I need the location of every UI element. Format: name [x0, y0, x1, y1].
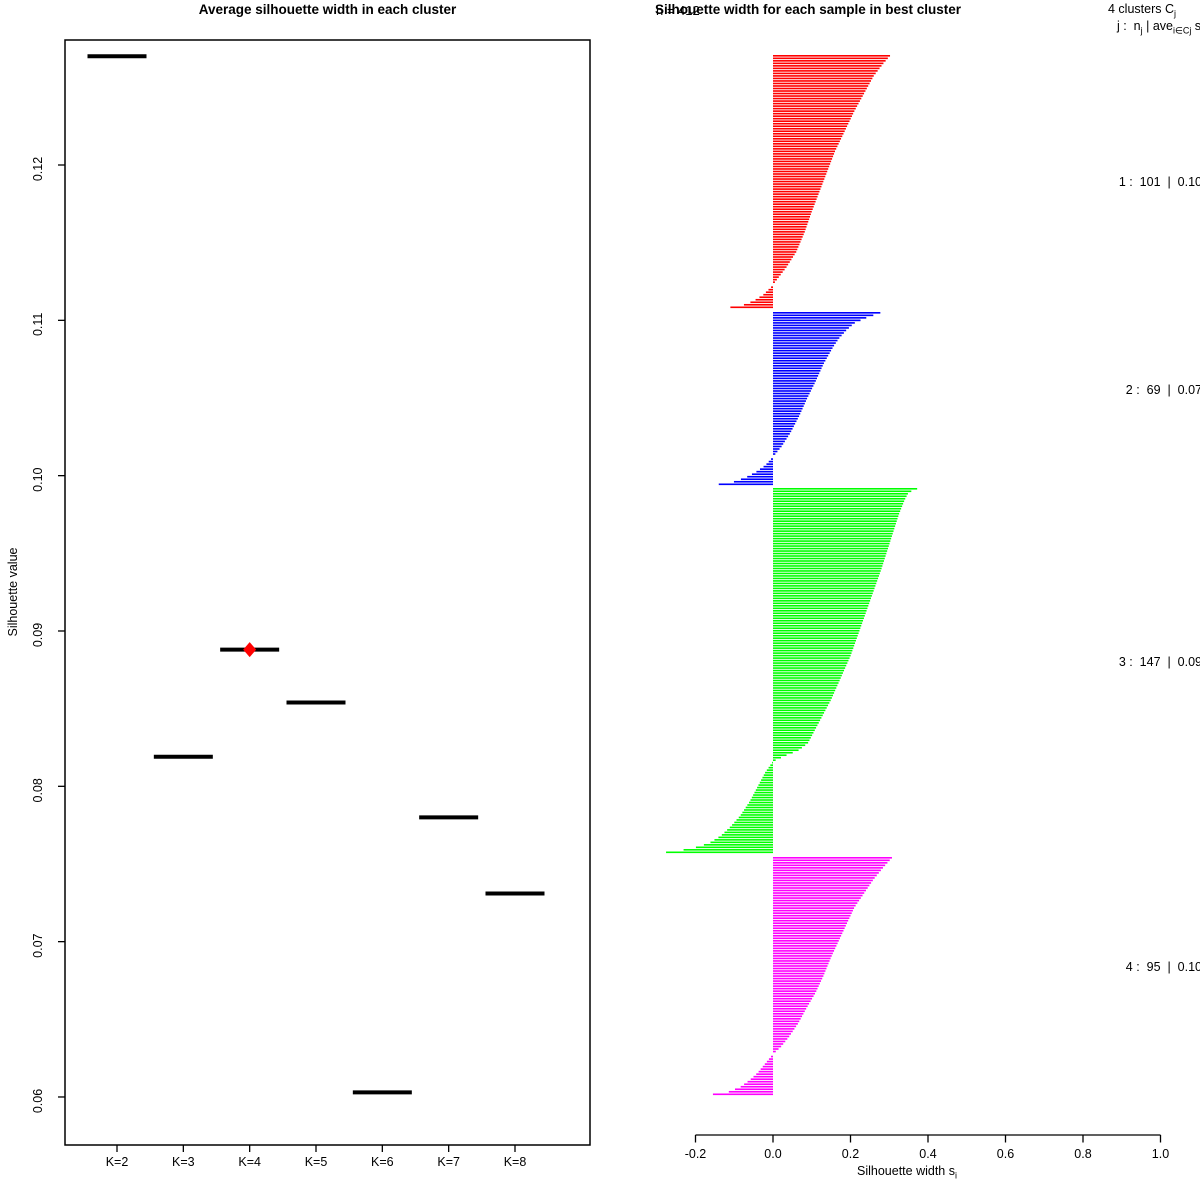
svg-text:K=6: K=6 — [371, 1155, 394, 1169]
svg-text:K=5: K=5 — [305, 1155, 328, 1169]
cluster-3-bars — [666, 488, 918, 854]
svg-text:0.4: 0.4 — [919, 1147, 936, 1161]
cluster-count-annotation: 4 clusters Cj — [1108, 2, 1176, 19]
svg-text:0.11: 0.11 — [31, 313, 45, 336]
right-chart-title: Silhouette width for each sample in best… — [655, 2, 962, 17]
svg-text:K=8: K=8 — [504, 1155, 527, 1169]
x-axis-label-sub: i — [954, 1170, 957, 1181]
cluster-4-bars — [712, 857, 892, 1096]
left-x-axis: K=2 K=3 K=4 K=5 K=6 K=7 K=8 — [106, 1145, 527, 1169]
cluster-1-label: 1 : 101 | 0.10 — [1118, 175, 1200, 189]
svg-text:K=3: K=3 — [172, 1155, 195, 1169]
x-axis-label-text: Silhouette width s — [857, 1164, 955, 1178]
cluster-1-bars — [730, 55, 891, 309]
left-plot-box — [64, 39, 591, 1146]
left-chart-title: Average silhouette width in each cluster — [198, 2, 457, 17]
svg-text:0.07: 0.07 — [31, 933, 45, 957]
cluster-formula-annotation: j : nj | avei∈Cj si — [1117, 19, 1200, 36]
svg-text:0.6: 0.6 — [997, 1147, 1014, 1161]
left-y-axis: 0.06 0.07 0.08 0.09 0.10 0.11 0.12 — [31, 157, 65, 1113]
svg-text:1.0: 1.0 — [1152, 1147, 1169, 1161]
svg-text:0.06: 0.06 — [31, 1089, 45, 1113]
svg-text:K=7: K=7 — [437, 1155, 460, 1169]
svg-text:0.2: 0.2 — [842, 1147, 859, 1161]
cluster-3-label: 3 : 147 | 0.09 — [1118, 655, 1200, 669]
svg-text:0.09: 0.09 — [31, 623, 45, 647]
svg-text:0.0: 0.0 — [764, 1147, 781, 1161]
svg-text:K=4: K=4 — [238, 1155, 261, 1169]
svg-text:0.08: 0.08 — [31, 778, 45, 802]
left-y-axis-label: Silhouette value — [6, 547, 20, 637]
cluster-2-bars — [718, 312, 881, 486]
svg-text:-0.2: -0.2 — [685, 1147, 707, 1161]
right-x-axis: -0.2 0.0 0.2 0.4 0.6 0.8 1.0 — [685, 1134, 1169, 1161]
cluster-2-label: 2 : 69 | 0.07 — [1125, 383, 1200, 397]
cluster-count-sub: j — [1174, 8, 1176, 19]
right-x-axis-label: Silhouette width si — [807, 1164, 1007, 1181]
svg-text:K=2: K=2 — [106, 1155, 129, 1169]
svg-text:0.8: 0.8 — [1074, 1147, 1091, 1161]
sample-size-label: n = 412 — [656, 3, 700, 18]
svg-text:0.10: 0.10 — [31, 467, 45, 491]
cluster-count-text: 4 clusters C — [1108, 2, 1174, 16]
best-k-marker — [243, 642, 257, 658]
cluster-4-label: 4 : 95 | 0.10 — [1125, 960, 1200, 974]
left-series-segments — [87, 54, 545, 1095]
svg-text:0.12: 0.12 — [31, 157, 45, 181]
